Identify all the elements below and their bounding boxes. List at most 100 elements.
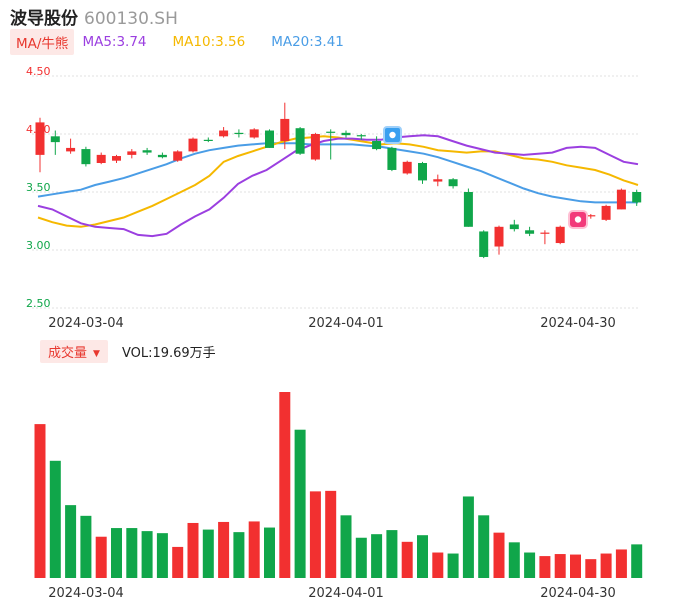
candle-body <box>234 132 244 135</box>
volume-bar <box>340 515 352 578</box>
volume-bar <box>95 536 107 578</box>
bull-icon-face <box>574 216 582 223</box>
volume-readout: VOL:19.69万手 <box>121 345 216 361</box>
candle-body <box>81 149 91 165</box>
candle <box>81 146 91 167</box>
candle <box>479 230 489 259</box>
candle <box>555 225 565 245</box>
candle <box>127 149 137 159</box>
candle <box>310 132 320 161</box>
candle <box>280 102 290 150</box>
candle-body <box>601 205 611 220</box>
ma20-line <box>37 142 638 204</box>
volume-bar <box>585 559 597 578</box>
candle <box>540 230 550 245</box>
volume-bar <box>80 515 92 578</box>
price-date-labels: 2024-03-04 2024-04-01 2024-04-30 <box>48 316 616 331</box>
candle-body <box>188 138 198 152</box>
candle-body <box>586 215 596 217</box>
volume-bar <box>294 429 306 578</box>
candle-body <box>173 151 183 161</box>
volume-bar <box>264 527 275 578</box>
candle <box>112 154 121 163</box>
candle <box>632 189 642 206</box>
candle-body <box>479 231 489 257</box>
volume-bar <box>401 541 413 578</box>
candle-body <box>127 151 137 155</box>
candle-body <box>448 179 458 187</box>
price-grid <box>32 75 640 309</box>
candle-body <box>142 150 152 153</box>
volume-bar <box>309 491 321 578</box>
candle-body <box>50 136 60 143</box>
volume-bar <box>279 392 291 578</box>
ma-selector-button[interactable]: MA/牛熊 <box>10 29 75 55</box>
candle-body <box>402 161 412 174</box>
y-tick-label: 4.00 <box>26 123 51 136</box>
candle-body <box>112 156 121 161</box>
ma-legend: MA/牛熊 MA5:3.74 MA10:3.56 MA20:3.41 <box>10 29 370 55</box>
candle-body <box>295 128 305 154</box>
caret-down-icon: ▼ <box>93 348 100 359</box>
candle <box>219 127 229 138</box>
y-tick-label: 3.00 <box>26 239 51 252</box>
candle-body <box>280 118 290 141</box>
candle <box>173 150 183 162</box>
candle-body <box>341 132 351 136</box>
candle-body <box>418 163 427 181</box>
bear-signal-icon <box>383 126 402 144</box>
volume-bar <box>493 532 505 578</box>
candle <box>96 152 106 165</box>
candle <box>50 130 60 155</box>
volume-bar <box>570 554 581 578</box>
volume-bar <box>386 530 398 578</box>
x-tick-label: 2024-03-04 <box>48 316 124 331</box>
volume-bar <box>49 460 61 578</box>
volume-indicator-button[interactable]: 成交量 ▼ <box>40 339 108 363</box>
volume-bar <box>462 496 474 578</box>
volume-bar <box>417 535 428 578</box>
candle-body <box>555 226 565 244</box>
candle-body <box>326 131 336 133</box>
volume-bar <box>478 515 490 578</box>
candle <box>188 137 198 153</box>
volume-bar <box>631 544 643 578</box>
candle <box>387 146 397 172</box>
candle-body <box>494 226 504 247</box>
volume-bars <box>34 392 643 578</box>
volume-button-label: 成交量 <box>48 345 88 361</box>
candle-body <box>433 179 443 182</box>
candle-body <box>219 130 229 137</box>
volume-bar <box>65 505 77 578</box>
volume-bar <box>325 490 337 578</box>
candle <box>203 137 213 143</box>
ma-lines <box>37 134 639 238</box>
candle <box>433 174 443 187</box>
volume-bar <box>508 542 520 578</box>
candle-body <box>463 192 473 227</box>
candle <box>66 138 76 154</box>
candle <box>265 129 274 148</box>
y-tick-label: 2.50 <box>26 297 51 310</box>
candle-body <box>35 122 45 155</box>
candle-body <box>356 135 366 137</box>
volume-bar <box>355 537 367 578</box>
candle <box>616 188 626 210</box>
candle <box>448 178 458 189</box>
price-axis-labels: 4.50 4.00 3.50 3.00 2.50 <box>26 65 51 310</box>
candle-body <box>157 154 167 158</box>
volume-bar <box>202 529 214 578</box>
volume-bar <box>554 554 566 578</box>
volume-bar <box>156 533 168 578</box>
ma5-legend: MA5:3.74 <box>82 34 147 50</box>
x-tick-label: 2024-04-01 <box>308 586 384 601</box>
candle-body <box>509 224 519 230</box>
candle <box>525 226 535 237</box>
volume-legend: 成交量 ▼ VOL:19.69万手 <box>40 339 216 363</box>
ma10-legend: MA10:3.56 <box>172 34 246 50</box>
signal-markers <box>383 126 588 229</box>
candle-body <box>96 154 106 163</box>
volume-bar <box>172 546 184 578</box>
volume-bar <box>248 521 260 578</box>
